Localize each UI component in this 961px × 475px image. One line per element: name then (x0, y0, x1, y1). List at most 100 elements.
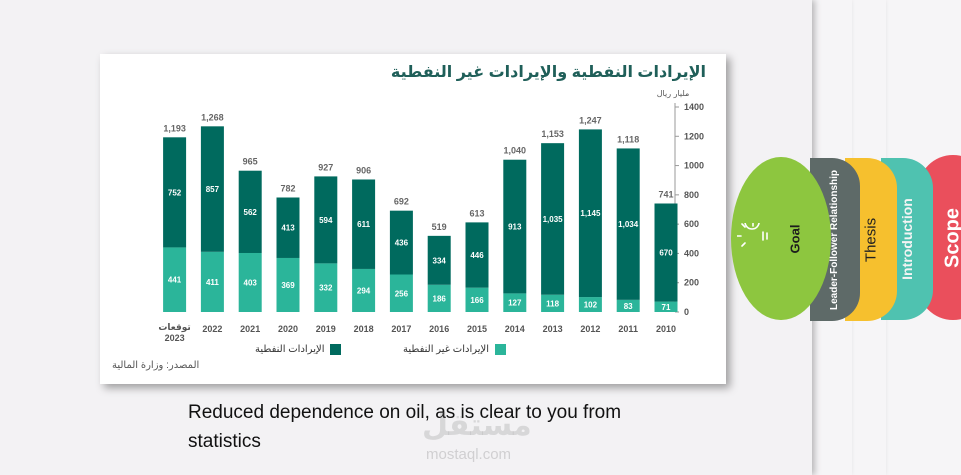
x-tick-label: 2012 (580, 324, 600, 334)
bar-non-oil (200, 251, 224, 312)
bar-oil (200, 126, 224, 252)
data-label-oil: 1,145 (580, 209, 601, 218)
data-label-oil: 436 (395, 239, 409, 248)
data-label-non-oil: 441 (168, 276, 182, 285)
data-label-oil: 670 (659, 249, 673, 258)
lightbulb-icon (737, 223, 768, 247)
data-label-non-oil: 71 (662, 303, 671, 312)
slide-caption: Reduced dependence on oil, as is clear t… (188, 402, 622, 452)
bar-non-oil (314, 263, 338, 312)
y-axis-unit: مليار ريال (657, 89, 690, 98)
x-tick-label: 2017 (391, 324, 411, 334)
data-label-total: 1,193 (163, 123, 186, 133)
data-label-oil: 1,034 (618, 220, 639, 229)
bar-non-oil (238, 252, 262, 312)
data-label-non-oil: 127 (508, 299, 522, 308)
legend-label-non-oil: الإيرادات غير النفطية (403, 344, 490, 355)
legend-non-oil: الإيرادات غير النفطية (403, 344, 507, 355)
data-label-non-oil: 411 (206, 278, 219, 287)
data-label-total: 1,040 (504, 146, 527, 156)
y-tick-label: 200 (684, 278, 699, 288)
bar-oil (427, 235, 451, 285)
data-label-total: 741 (658, 189, 673, 199)
chart-card: الإيرادات النفطية والإيرادات غير النفطية… (100, 54, 726, 384)
data-label-non-oil: 186 (433, 294, 447, 303)
x-tick-label: 2016 (429, 324, 449, 334)
data-label-oil: 594 (319, 216, 333, 225)
data-label-non-oil: 118 (546, 299, 559, 308)
y-tick-label: 1200 (684, 131, 704, 141)
x-tick-label: 2022 (202, 324, 222, 334)
slide: الإيرادات النفطية والإيرادات غير النفطية… (100, 54, 726, 463)
watermark-url: mostaql.com (426, 446, 512, 463)
bar-non-oil (427, 284, 451, 312)
bar-non-oil (389, 274, 413, 312)
data-label-total: 965 (243, 157, 258, 167)
bar-oil (654, 203, 678, 302)
legend-oil: الإيرادات النفطية (255, 344, 342, 355)
data-label-total: 927 (318, 162, 333, 172)
bar-non-oil (465, 287, 489, 312)
data-label-total: 519 (432, 222, 447, 232)
data-label-oil: 413 (281, 224, 295, 233)
data-label-non-oil: 166 (470, 296, 484, 305)
data-label-total: 1,153 (541, 129, 564, 139)
bar-oil (352, 179, 376, 269)
chart-title: الإيرادات النفطية والإيرادات غير النفطية (390, 64, 706, 81)
x-tick-label: 2014 (505, 324, 525, 334)
data-label-oil: 913 (508, 223, 522, 232)
data-label-total: 1,268 (201, 112, 224, 122)
data-label-total: 782 (280, 183, 295, 193)
bar-oil (163, 137, 187, 248)
tab-goal[interactable]: Goal (731, 157, 831, 320)
data-label-total: 1,118 (617, 134, 639, 144)
bar-oil (616, 148, 640, 300)
data-label-total: 906 (356, 165, 371, 175)
data-label-non-oil: 294 (357, 286, 371, 295)
bar-oil (314, 176, 338, 264)
bar-oil (465, 222, 489, 288)
x-tick-label: 2019 (316, 324, 336, 334)
bar-oil (238, 170, 262, 253)
data-label-non-oil: 83 (624, 302, 633, 311)
data-label-oil: 334 (433, 256, 447, 265)
data-label-non-oil: 102 (584, 301, 598, 310)
data-label-total: 692 (394, 197, 409, 207)
x-tick-label: 2023 (165, 333, 185, 343)
bar-chart: مليار ريال 0 200 400 600 800 1000 1200 1400 71 670… (158, 89, 704, 343)
x-tick-label: 2013 (543, 324, 563, 334)
bar-oil (389, 210, 413, 275)
data-label-total: 613 (469, 208, 484, 218)
bar-oil (276, 197, 300, 258)
data-label-non-oil: 403 (244, 278, 258, 287)
data-label-oil: 611 (357, 220, 370, 229)
bar-oil (503, 159, 527, 294)
bar-non-oil (578, 297, 602, 312)
x-tick-label: 2020 (278, 324, 298, 334)
data-label-non-oil: 369 (281, 281, 295, 290)
bar-non-oil (352, 268, 376, 312)
data-label-oil: 446 (470, 251, 484, 260)
tab-scope-label: Scope (941, 207, 961, 268)
bar-non-oil (541, 294, 565, 312)
legend-label-oil: الإيرادات النفطية (255, 344, 325, 355)
watermark-logo: مستقل (422, 409, 532, 442)
data-label-oil: 857 (206, 185, 220, 194)
tab-goal-label: Goal (787, 224, 803, 253)
data-label-oil: 562 (244, 208, 258, 217)
bar-non-oil (616, 299, 640, 312)
data-label-total: 1,247 (579, 115, 602, 125)
chart-source: المصدر: وزارة المالية (112, 360, 200, 371)
x-tick-label: 2018 (354, 324, 374, 334)
y-tick-label: 400 (684, 248, 699, 258)
bar-non-oil (276, 257, 300, 312)
legend-swatch-non-oil (495, 344, 507, 355)
legend-swatch-oil (330, 344, 342, 355)
tab-introduction-label: Introduction (899, 198, 915, 280)
y-tick-label: 1400 (684, 102, 704, 112)
x-tick-label: 2011 (618, 324, 638, 334)
data-label-non-oil: 332 (319, 284, 333, 293)
x-tick-label: 2015 (467, 324, 487, 334)
y-tick-label: 0 (684, 307, 689, 317)
data-label-non-oil: 256 (395, 289, 409, 298)
